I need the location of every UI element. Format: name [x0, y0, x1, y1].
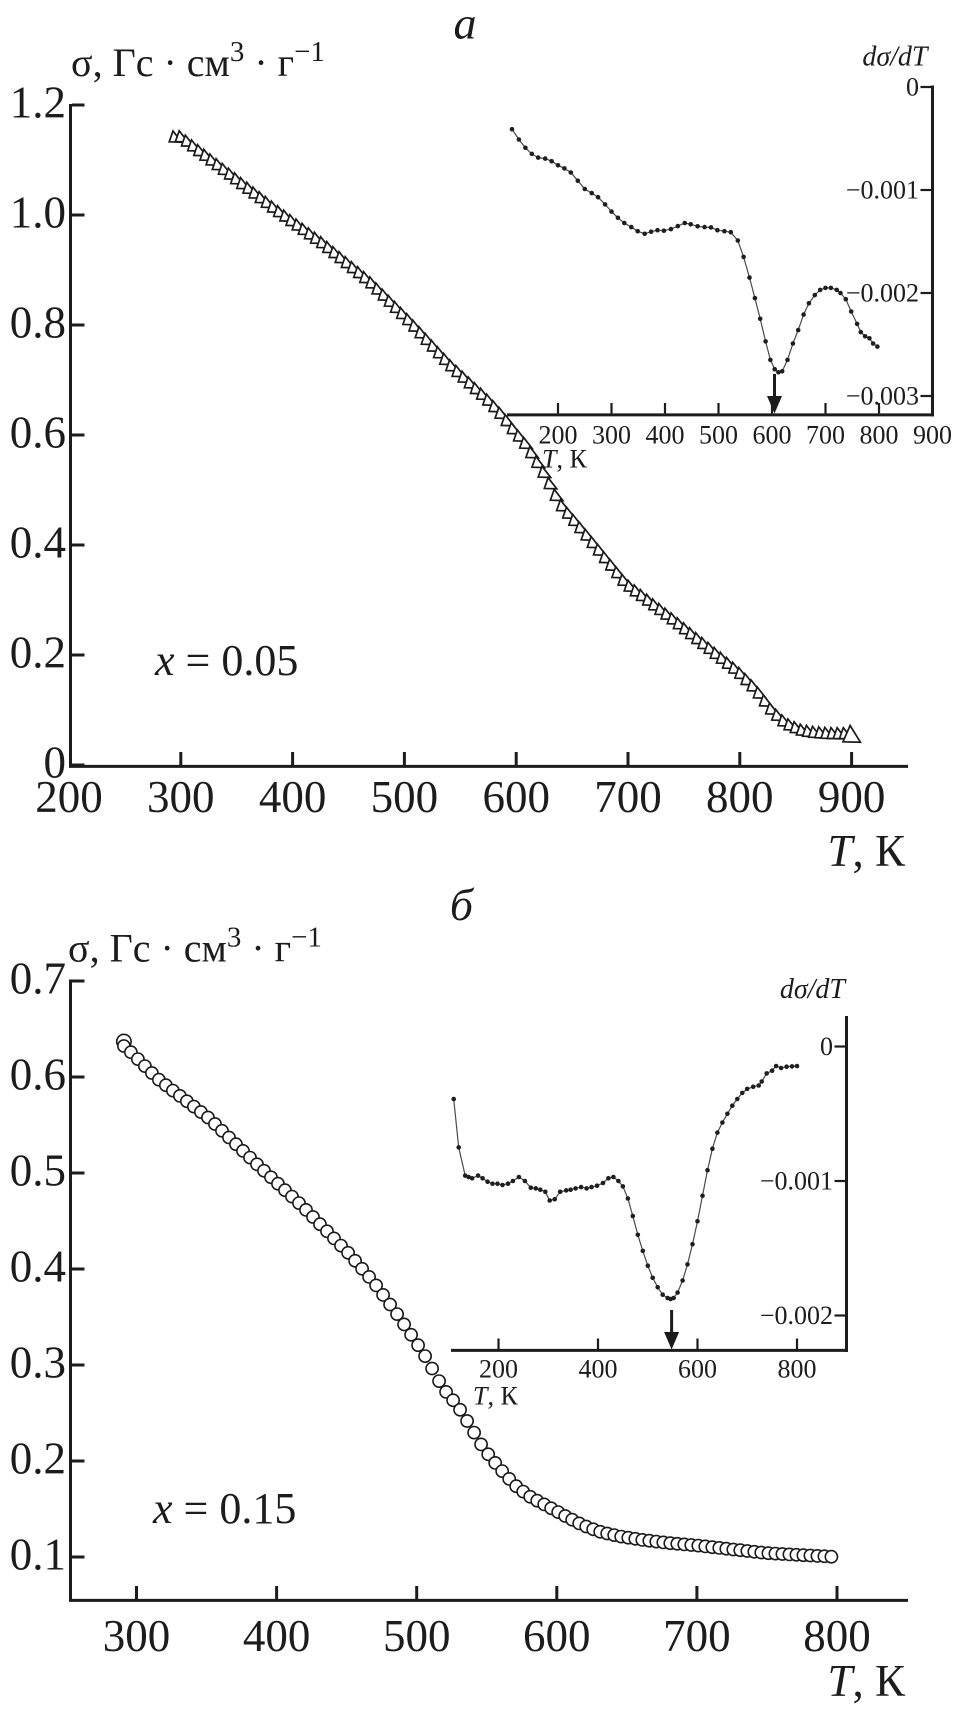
svg-text:600: 600 [482, 772, 550, 822]
svg-text:300: 300 [592, 421, 631, 450]
svg-text:400: 400 [646, 421, 685, 450]
svg-text:700: 700 [806, 421, 845, 450]
svg-text:800: 800 [778, 1355, 817, 1384]
svg-text:500: 500 [383, 1611, 451, 1661]
svg-text:T, К: T, К [827, 826, 906, 876]
svg-text:300: 300 [103, 1611, 171, 1661]
svg-text:0.1: 0.1 [10, 1530, 66, 1580]
svg-text:0.2: 0.2 [10, 628, 66, 678]
svg-text:0.4: 0.4 [10, 1242, 66, 1292]
svg-text:dσ/dT: dσ/dT [780, 974, 848, 1005]
svg-text:б: б [450, 879, 475, 930]
svg-text:−0.002: −0.002 [760, 1301, 833, 1330]
svg-text:T, К: T, К [542, 445, 587, 474]
svg-text:800: 800 [860, 421, 899, 450]
svg-text:0: 0 [820, 1032, 833, 1061]
svg-text:200: 200 [35, 772, 103, 822]
svg-text:500: 500 [371, 772, 439, 822]
svg-text:500: 500 [699, 421, 738, 450]
svg-text:600: 600 [678, 1355, 717, 1384]
svg-text:600: 600 [523, 1611, 591, 1661]
svg-text:x = 0.05: x = 0.05 [154, 636, 298, 685]
svg-text:600: 600 [753, 421, 792, 450]
svg-text:σ, Гс · см3 · г−1: σ, Гс · см3 · г−1 [68, 922, 322, 971]
svg-text:200: 200 [479, 1355, 518, 1384]
svg-text:0.2: 0.2 [10, 1434, 66, 1484]
svg-text:−0.001: −0.001 [760, 1167, 833, 1196]
svg-text:900: 900 [818, 772, 886, 822]
svg-text:0.5: 0.5 [10, 1146, 66, 1196]
svg-text:T, К: T, К [827, 1656, 906, 1706]
svg-text:0: 0 [906, 73, 919, 102]
svg-text:200: 200 [539, 421, 578, 450]
svg-text:900: 900 [913, 421, 952, 450]
svg-text:−0.003: −0.003 [846, 382, 919, 411]
svg-text:0.3: 0.3 [10, 1338, 66, 1388]
svg-text:400: 400 [259, 772, 327, 822]
svg-text:x = 0.15: x = 0.15 [152, 1484, 296, 1533]
svg-text:σ, Гс · см3 · г−1: σ, Гс · см3 · г−1 [71, 36, 325, 85]
svg-text:0.7: 0.7 [10, 954, 66, 1004]
svg-text:300: 300 [147, 772, 215, 822]
svg-text:0.6: 0.6 [10, 408, 66, 458]
svg-text:1.2: 1.2 [10, 78, 66, 128]
svg-text:1.0: 1.0 [10, 188, 66, 238]
svg-text:400: 400 [243, 1611, 311, 1661]
svg-text:800: 800 [803, 1611, 871, 1661]
svg-text:0.6: 0.6 [10, 1050, 66, 1100]
svg-text:T, К: T, К [473, 1382, 518, 1411]
svg-text:dσ/dT: dσ/dT [862, 42, 930, 73]
svg-text:800: 800 [706, 772, 774, 822]
svg-text:700: 700 [663, 1611, 731, 1661]
svg-text:−0.002: −0.002 [846, 279, 919, 308]
svg-text:700: 700 [594, 772, 662, 822]
svg-text:0.8: 0.8 [10, 298, 66, 348]
svg-text:−0.001: −0.001 [846, 176, 919, 205]
svg-text:400: 400 [579, 1355, 618, 1384]
svg-text:0: 0 [44, 738, 67, 788]
svg-text:a: a [454, 0, 477, 49]
svg-text:0.4: 0.4 [10, 518, 66, 568]
